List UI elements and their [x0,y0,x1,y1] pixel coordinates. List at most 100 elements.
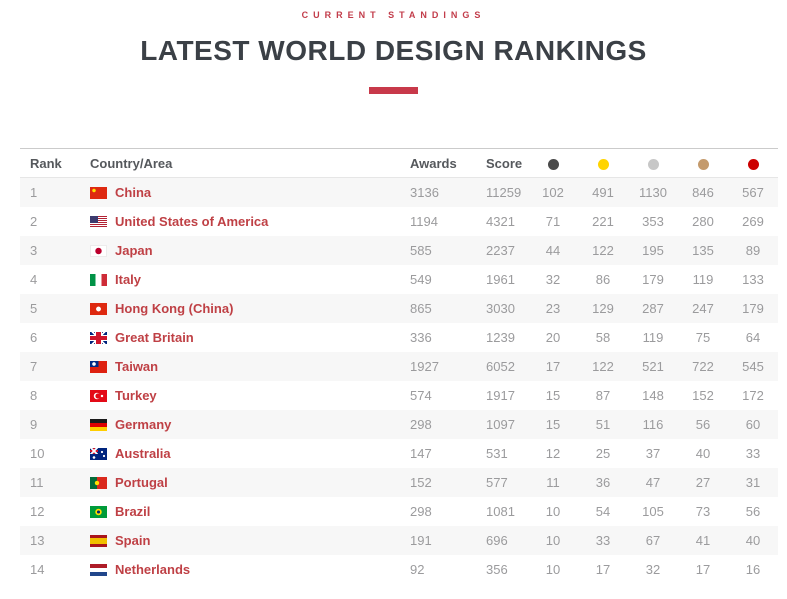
iron-count-cell: 89 [745,242,761,258]
platinum-count-cell: 23 [545,300,561,316]
rankings-table-body: 1 China 3136 11259 102 491 1130 846 567 2 United S… [20,177,778,584]
country-cell: Brazil [80,497,410,526]
gold-count-cell: 36 [595,474,611,490]
country-link[interactable]: Japan [115,242,153,258]
bronze-count-cell: 41 [695,532,711,548]
country-link[interactable]: Hong Kong (China) [115,300,234,316]
rank-cell: 6 [30,329,38,345]
bronze-count-cell: 27 [695,474,711,490]
awards-cell: 549 [410,271,432,287]
country-link[interactable]: Turkey [115,387,157,403]
iron-count-cell: 16 [745,561,761,577]
score-cell: 1239 [486,329,515,345]
col-header-score: Score [486,155,523,171]
bronze-count-cell: 135 [692,242,714,258]
table-row: 4 Italy 549 1961 32 86 179 119 133 [20,265,778,294]
rank-cell: 7 [30,358,38,374]
section-eyebrow: CURRENT STANDINGS [301,10,486,20]
country-link[interactable]: Australia [115,445,171,461]
awards-cell: 298 [410,416,432,432]
awards-cell: 585 [410,242,432,258]
col-header-gold [578,149,628,178]
silver-count-cell: 521 [642,358,664,374]
score-cell: 6052 [486,358,515,374]
silver-count-cell: 179 [642,271,664,287]
country-link[interactable]: Spain [115,532,151,548]
netherlands-flag-icon [90,563,107,576]
table-row: 1 China 3136 11259 102 491 1130 846 567 [20,177,778,207]
col-header-bronze [678,149,728,178]
bronze-count-cell: 722 [692,358,714,374]
iron-count-cell: 567 [742,184,764,200]
silver-count-cell: 353 [642,213,664,229]
germany-flag-icon [90,418,107,431]
rank-cell: 1 [30,184,38,200]
rankings-table: Rank Country/Area Awards Score 1 China 313… [20,148,778,584]
score-cell: 1097 [486,416,515,432]
platinum-count-cell: 10 [545,503,561,519]
country-link[interactable]: Italy [115,271,142,287]
platinum-count-cell: 15 [545,416,561,432]
country-cell: Netherlands [80,555,410,584]
table-row: 9 Germany 298 1097 15 51 116 56 60 [20,409,778,439]
gold-count-cell: 58 [595,329,611,345]
awards-cell: 92 [410,561,425,577]
rank-cell: 12 [30,503,45,519]
iron-count-cell: 269 [742,213,764,229]
platinum-count-cell: 44 [545,242,561,258]
silver-count-cell: 105 [642,503,664,519]
bronze-count-cell: 247 [692,300,714,316]
world-design-rankings-page: CURRENT STANDINGS LATEST WORLD DESIGN RA… [0,10,787,584]
country-link[interactable]: China [115,184,152,200]
usa-flag-icon [90,215,107,228]
rank-cell: 2 [30,213,38,229]
awards-cell: 191 [410,532,432,548]
table-row: 10 Australia 147 531 12 25 37 40 33 [20,439,778,468]
table-row: 8 Turkey 574 1917 15 87 148 152 172 [20,381,778,410]
gold-count-cell: 87 [595,387,611,403]
country-link[interactable]: Great Britain [115,329,194,345]
score-cell: 3030 [486,300,515,316]
silver-count-cell: 37 [645,445,661,461]
score-cell: 531 [486,445,508,461]
score-cell: 356 [486,561,508,577]
score-cell: 577 [486,474,508,490]
rank-cell: 14 [30,561,45,577]
awards-cell: 1927 [410,358,439,374]
silver-count-cell: 195 [642,242,664,258]
page-title: LATEST WORLD DESIGN RANKINGS [140,35,647,66]
platinum-count-cell: 17 [545,358,561,374]
silver-count-cell: 119 [642,329,664,345]
country-cell: Great Britain [80,323,410,352]
col-header-rank: Rank [30,155,62,171]
score-cell: 2237 [486,242,515,258]
bronze-medal-icon [697,158,709,170]
country-link[interactable]: Portugal [115,474,168,490]
bronze-count-cell: 280 [692,213,714,229]
country-link[interactable]: Germany [115,416,172,432]
score-cell: 1961 [486,271,515,287]
col-header-awards: Awards [410,155,457,171]
country-link[interactable]: Brazil [115,503,151,519]
table-row: 7 Taiwan 1927 6052 17 122 521 722 545 [20,351,778,381]
country-link[interactable]: Taiwan [115,358,159,374]
score-cell: 696 [486,532,508,548]
bronze-count-cell: 40 [695,445,711,461]
country-link[interactable]: United States of America [115,213,269,229]
platinum-count-cell: 10 [545,561,561,577]
italy-flag-icon [90,273,107,286]
iron-count-cell: 133 [742,271,764,287]
portugal-flag-icon [90,476,107,489]
col-header-country: Country/Area [90,155,173,171]
country-link[interactable]: Netherlands [115,561,191,577]
gold-count-cell: 129 [592,300,614,316]
country-cell: Portugal [80,468,410,497]
score-cell: 11259 [486,184,522,200]
gold-count-cell: 122 [592,358,614,374]
platinum-medal-icon [547,158,559,170]
country-cell: United States of America [80,207,410,236]
platinum-count-cell: 102 [542,184,564,200]
table-row: 12 Brazil 298 1081 10 54 105 73 56 [20,497,778,526]
taiwan-flag-icon [90,360,107,373]
bronze-count-cell: 152 [692,387,714,403]
